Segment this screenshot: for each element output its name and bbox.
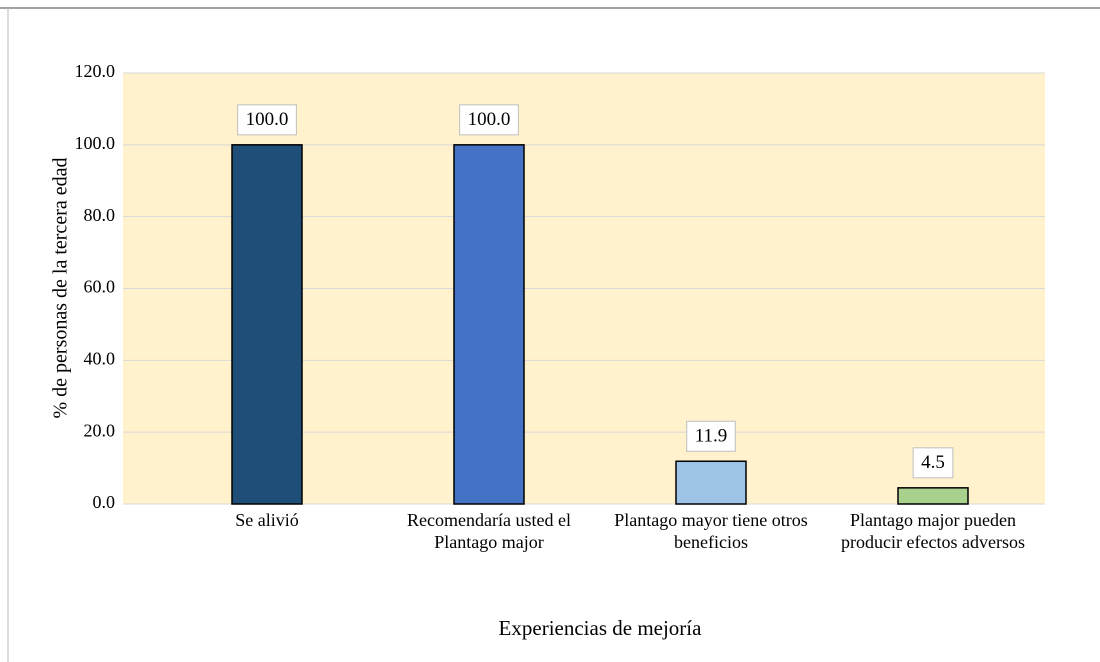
y-tick-label: 100.0: [75, 133, 116, 153]
bar: [231, 144, 303, 505]
y-tick-label: 40.0: [84, 348, 116, 368]
data-label: 100.0: [246, 109, 289, 130]
data-label-box: [686, 420, 736, 452]
bar: [897, 487, 969, 505]
data-label: 4.5: [921, 452, 945, 473]
y-tick-label: 80.0: [84, 205, 116, 225]
bar: [453, 144, 525, 505]
x-tick-label-box: Plantago mayor tiene otros beneficios: [614, 510, 808, 552]
x-axis-title: Experiencias de mejoría: [499, 616, 703, 640]
x-tick-label: Recomendaría usted el Plantago major: [407, 510, 571, 552]
x-tick-label: Plantago major pueden producir efectos a…: [841, 510, 1025, 552]
x-tick-label: Plantago mayor tiene otros beneficios: [614, 510, 808, 552]
y-tick-label: 0.0: [93, 492, 116, 512]
x-tick-label-box: Plantago major pueden producir efectos a…: [841, 510, 1025, 552]
x-tick-label-box: Recomendaría usted el Plantago major: [407, 510, 571, 552]
y-axis-title: % de personas de la tercera edad: [50, 158, 72, 419]
data-label-box: [912, 447, 954, 479]
y-tick-label: 20.0: [84, 420, 116, 440]
x-tick-label: Se alivió: [235, 510, 299, 530]
y-tick-label: 60.0: [84, 277, 116, 297]
data-label: 11.9: [695, 426, 728, 447]
data-label-box: [237, 104, 297, 136]
data-label-box: [459, 104, 519, 136]
bar: [675, 460, 747, 505]
data-label: 100.0: [468, 109, 511, 130]
x-tick-label-box: Se alivió: [235, 510, 299, 530]
y-tick-label: 120.0: [75, 61, 116, 81]
